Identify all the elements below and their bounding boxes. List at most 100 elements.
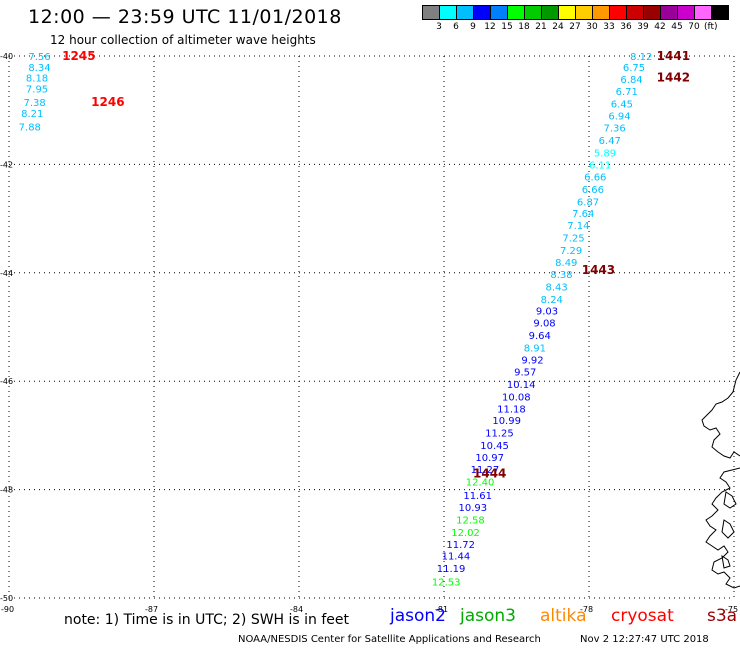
satellite-name: cryosat (611, 606, 674, 626)
swh-reading: 6.66 (584, 172, 606, 183)
satellite-name: jason3 (460, 606, 516, 626)
lon-tick-label: -90 (1, 605, 14, 614)
swh-reading: 6.11 (589, 160, 611, 171)
axis-labels: -90 -87 -84 -81 -78 -75 -40 -42 -44 -46 -48 -50 (0, 52, 738, 614)
swh-reading: 5.89 (594, 148, 616, 159)
orbit-number: 1444 (473, 466, 506, 480)
legend-label: 3 (436, 22, 442, 32)
swh-reading: 8.38 (550, 270, 572, 281)
coastline-island-b (721, 519, 735, 539)
legend-label: 36 (620, 22, 632, 32)
coastline-chile-north (701, 371, 740, 459)
legend-label: 30 (586, 22, 598, 32)
swh-reading: 6.71 (616, 87, 638, 98)
swh-reading: 9.57 (514, 367, 536, 378)
swh-reading: 8.91 (524, 344, 546, 355)
swh-reading: 6.47 (599, 136, 621, 147)
swh-readings: 7.568.348.187.95 7.388.21 7.88 8.126.756.84… (19, 52, 653, 589)
swh-reading: 10.99 (492, 416, 521, 427)
swh-reading: 11.44 (442, 552, 471, 563)
coastline-chile-islands (705, 467, 740, 589)
footer-timestamp: Nov 2 12:27:47 UTC 2018 (580, 634, 709, 645)
swh-reading: 9.03 (536, 307, 558, 318)
legend-label: 45 (671, 22, 683, 32)
swh-reading: 10.08 (502, 392, 531, 403)
lon-tick-label: -78 (580, 605, 593, 614)
swh-reading: 6.87 (577, 197, 599, 208)
lat-tick-label: -50 (0, 594, 13, 603)
swh-reading: 8.18 (26, 74, 48, 85)
swh-reading: 9.92 (521, 356, 543, 367)
lon-tick-label: -84 (290, 605, 303, 614)
legend-swatch (711, 5, 729, 20)
swh-reading: 8.21 (21, 109, 43, 120)
swh-reading: 12.58 (456, 515, 485, 526)
swh-reading: 10.45 (480, 441, 509, 452)
legend-label: 39 (637, 22, 649, 32)
swh-reading: 7.29 (560, 246, 582, 257)
swh-reading: 8.43 (546, 282, 568, 293)
coastline (701, 371, 740, 589)
swh-reading: 7.36 (604, 124, 626, 135)
satellite-name: s3a (707, 606, 738, 626)
orbit-number: 1245 (62, 49, 95, 63)
lat-tick-label: -40 (0, 52, 13, 61)
page-subtitle: 12 hour collection of altimeter wave hei… (50, 33, 316, 47)
swh-reading: 6.66 (582, 185, 604, 196)
map-grid (8, 55, 735, 599)
swh-reading: 7.95 (26, 85, 48, 96)
swh-reading: 8.49 (555, 258, 577, 269)
swh-reading: 6.45 (611, 100, 633, 111)
swh-reading: 12.02 (451, 528, 480, 539)
swh-reading: 7.88 (19, 122, 41, 133)
legend-label: 24 (552, 22, 564, 32)
swh-reading: 7.38 (24, 98, 46, 109)
swh-reading: 9.64 (529, 331, 551, 342)
legend-label: 6 (453, 22, 459, 32)
legend-label: 18 (518, 22, 530, 32)
lon-tick-label: -75 (725, 605, 738, 614)
coastline-island-a (723, 491, 737, 509)
swh-reading: 7.14 (567, 221, 589, 232)
swh-reading: 12.40 (466, 477, 495, 488)
legend-unit: (ft) (704, 22, 718, 32)
lat-tick-label: -44 (0, 269, 13, 278)
orbit-number: 1441 (657, 49, 690, 63)
swh-reading: 8.12 (630, 52, 652, 63)
orbit-number: 1443 (582, 263, 615, 277)
legend-label: 27 (569, 22, 581, 32)
swh-reading: 7.25 (562, 234, 584, 245)
legend-label: 33 (603, 22, 615, 32)
legend-label: 9 (470, 22, 476, 32)
swh-reading: 6.84 (620, 75, 642, 86)
satellite-name: jason2 (390, 606, 446, 626)
swh-reading: 10.97 (475, 453, 504, 464)
orbit-number: 1246 (91, 95, 124, 109)
page-title: 12:00 — 23:59 UTC 11/01/2018 (28, 6, 342, 28)
swh-reading: 8.34 (28, 63, 50, 74)
legend-label: 12 (484, 22, 496, 32)
legend-label: 21 (535, 22, 547, 32)
swh-reading: 7.64 (572, 209, 594, 220)
swh-reading: 11.61 (463, 491, 492, 502)
lat-tick-label: -48 (0, 486, 13, 495)
legend-label: 70 (688, 22, 700, 32)
swh-reading: 8.24 (541, 295, 563, 306)
orbit-number: 1442 (657, 71, 690, 85)
swh-reading: 7.56 (28, 52, 50, 63)
swh-reading: 11.18 (497, 404, 526, 415)
swh-reading: 6.75 (623, 63, 645, 74)
swh-reading: 11.25 (485, 429, 514, 440)
lat-tick-label: -46 (0, 377, 13, 386)
swh-reading: 10.14 (507, 380, 536, 391)
swh-reading: 11.19 (437, 564, 466, 575)
note-text: note: 1) Time is in UTC; 2) SWH is in fe… (64, 612, 350, 628)
coastline-island-c (721, 554, 731, 569)
satellite-name: altika (540, 606, 587, 626)
swh-reading: 11.27 (471, 465, 500, 476)
swh-reading: 9.08 (533, 319, 555, 330)
lon-tick-label: -81 (435, 605, 448, 614)
swh-reading: 12.53 (432, 578, 461, 589)
swh-reading: 10.93 (459, 503, 488, 514)
